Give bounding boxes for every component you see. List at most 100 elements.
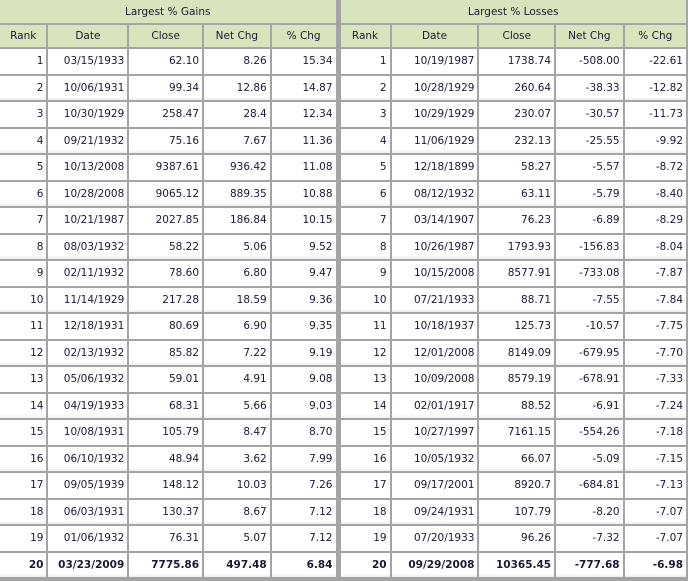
table-row: 3 10/30/1929 258.47 28.4 12.34 — [0, 102, 336, 127]
cell-net-chg: -684.81 — [556, 473, 623, 498]
cell-date: 10/13/2008 — [48, 155, 128, 180]
table-row: 5 10/13/2008 9387.61 936.42 11.08 — [0, 155, 336, 180]
cell-date: 09/05/1939 — [48, 473, 128, 498]
cell-net-chg: -6.91 — [556, 393, 623, 418]
cell-close: 8920.7 — [479, 473, 555, 498]
table-row: 5 12/18/1899 58.27 -5.57 -8.72 — [340, 155, 686, 180]
cell-pct-chg: 15.34 — [271, 49, 336, 74]
cell-net-chg: 8.67 — [204, 499, 270, 524]
cell-pct-chg: 9.36 — [271, 287, 336, 312]
cell-rank: 20 — [0, 552, 47, 577]
cell-close: 75.16 — [129, 128, 203, 153]
cell-rank: 11 — [0, 314, 47, 339]
cell-close: 148.12 — [129, 473, 203, 498]
cell-rank: 16 — [0, 446, 47, 471]
cell-net-chg: -10.57 — [556, 314, 623, 339]
cell-rank: 3 — [0, 102, 47, 127]
cell-net-chg: 8.47 — [204, 420, 270, 445]
cell-net-chg: 5.07 — [204, 526, 270, 551]
cell-net-chg: -25.55 — [556, 128, 623, 153]
cell-rank: 9 — [0, 261, 47, 286]
cell-date: 10/05/1932 — [391, 446, 478, 471]
table-row: 11 10/18/1937 125.73 -10.57 -7.75 — [340, 314, 686, 339]
cell-net-chg: -554.26 — [556, 420, 623, 445]
table-row: 17 09/17/2001 8920.7 -684.81 -7.13 — [340, 473, 686, 498]
cell-date: 10/28/2008 — [48, 181, 128, 206]
cell-close: 66.07 — [479, 446, 555, 471]
cell-net-chg: -733.08 — [556, 261, 623, 286]
cell-rank: 18 — [0, 499, 47, 524]
cell-date: 12/18/1899 — [391, 155, 478, 180]
cell-net-chg: -156.83 — [556, 234, 623, 259]
cell-close: 76.31 — [129, 526, 203, 551]
cell-close: 217.28 — [129, 287, 203, 312]
table-row: 4 09/21/1932 75.16 7.67 11.36 — [0, 128, 336, 153]
cell-pct-chg: 12.34 — [271, 102, 336, 127]
table-row: 16 10/05/1932 66.07 -5.09 -7.15 — [340, 446, 686, 471]
cell-pct-chg: 10.15 — [271, 208, 336, 233]
cell-pct-chg: 9.35 — [271, 314, 336, 339]
cell-date: 06/03/1931 — [48, 499, 128, 524]
table-row: 20 09/29/2008 10365.45 -777.68 -6.98 — [340, 552, 686, 577]
cell-net-chg: 8.26 — [204, 49, 270, 74]
column-header-net-chg: Net Chg — [556, 25, 623, 47]
cell-close: 80.69 — [129, 314, 203, 339]
cell-net-chg: 28.4 — [204, 102, 270, 127]
cell-date: 10/28/1929 — [391, 75, 478, 100]
cell-date: 06/10/1932 — [48, 446, 128, 471]
cell-pct-chg: -7.15 — [624, 446, 686, 471]
cell-rank: 4 — [340, 128, 390, 153]
cell-rank: 12 — [0, 340, 47, 365]
cell-rank: 12 — [340, 340, 390, 365]
column-headers: Rank Date Close Net Chg% Chg — [340, 25, 686, 47]
cell-close: 58.22 — [129, 234, 203, 259]
table-row: 19 07/20/1933 96.26 -7.32 -7.07 — [340, 526, 686, 551]
column-header-pct-chg: % Chg — [624, 25, 686, 47]
cell-close: 7161.15 — [479, 420, 555, 445]
cell-close: 99.34 — [129, 75, 203, 100]
cell-pct-chg: -11.73 — [624, 102, 686, 127]
table-row: 2 10/06/1931 99.34 12.86 14.87 — [0, 75, 336, 100]
cell-pct-chg: 9.47 — [271, 261, 336, 286]
cell-net-chg: -7.55 — [556, 287, 623, 312]
cell-rank: 8 — [340, 234, 390, 259]
cell-rank: 11 — [340, 314, 390, 339]
cell-pct-chg: -7.07 — [624, 526, 686, 551]
cell-net-chg: 3.62 — [204, 446, 270, 471]
cell-pct-chg: -8.29 — [624, 208, 686, 233]
cell-pct-chg: 11.36 — [271, 128, 336, 153]
cell-net-chg: 497.48 — [204, 552, 270, 577]
table-row: 4 11/06/1929 232.13 -25.55 -9.92 — [340, 128, 686, 153]
cell-date: 03/15/1933 — [48, 49, 128, 74]
cell-net-chg: 10.03 — [204, 473, 270, 498]
cell-net-chg: 7.22 — [204, 340, 270, 365]
cell-pct-chg: -7.13 — [624, 473, 686, 498]
cell-net-chg: 5.66 — [204, 393, 270, 418]
cell-close: 88.52 — [479, 393, 555, 418]
cell-pct-chg: 14.87 — [271, 75, 336, 100]
cell-date: 10/21/1987 — [48, 208, 128, 233]
cell-rank: 7 — [340, 208, 390, 233]
cell-rank: 10 — [0, 287, 47, 312]
cell-rank: 19 — [340, 526, 390, 551]
cell-net-chg: -5.57 — [556, 155, 623, 180]
table-row: 7 10/21/1987 2027.85 186.84 10.15 — [0, 208, 336, 233]
cell-date: 07/20/1933 — [391, 526, 478, 551]
cell-close: 62.10 — [129, 49, 203, 74]
cell-pct-chg: -7.70 — [624, 340, 686, 365]
cell-date: 10/19/1987 — [391, 49, 478, 74]
cell-date: 10/26/1987 — [391, 234, 478, 259]
cell-date: 08/03/1932 — [48, 234, 128, 259]
cell-pct-chg: -7.75 — [624, 314, 686, 339]
cell-pct-chg: 9.52 — [271, 234, 336, 259]
cell-pct-chg: 9.08 — [271, 367, 336, 392]
cell-rank: 9 — [340, 261, 390, 286]
table-row: 13 10/09/2008 8579.19 -678.91 -7.33 — [340, 367, 686, 392]
column-header-close: Close — [129, 25, 203, 47]
table-row: 10 11/14/1929 217.28 18.59 9.36 — [0, 287, 336, 312]
cell-rank: 1 — [0, 49, 47, 74]
cell-net-chg: -777.68 — [556, 552, 623, 577]
table-row: 12 12/01/2008 8149.09 -679.95 -7.70 — [340, 340, 686, 365]
cell-close: 230.07 — [479, 102, 555, 127]
